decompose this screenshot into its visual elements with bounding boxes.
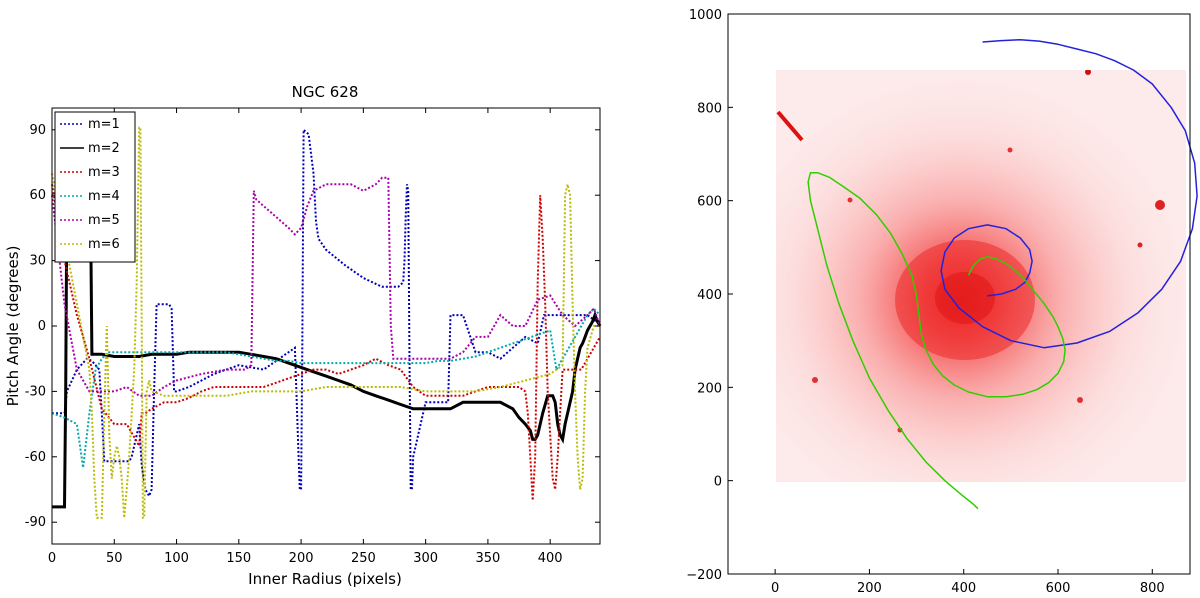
legend: m=1 m=2 m=3 m=4 m=5 m=6 — [54, 111, 136, 263]
series-line-m-3 — [51, 184, 601, 501]
x-tick-label: 800 — [1140, 581, 1165, 596]
y-tick-label: 0 — [714, 475, 722, 490]
x-tick-label: 300 — [413, 551, 438, 566]
galaxy-image-chart: 0 200 400 600 800 1000 800 600 400 200 0 −200 — [686, 8, 1198, 596]
spiral-arm-1 — [940, 38, 1198, 349]
x-tick-label: 50 — [106, 551, 123, 566]
legend-entry: m=6 — [88, 237, 120, 252]
x-tick-label: 400 — [951, 581, 976, 596]
y-tick-label: −200 — [686, 568, 722, 583]
y-tick-label: 400 — [697, 288, 722, 303]
chart-title: NGC 628 — [292, 83, 359, 101]
y-tick-label: 60 — [29, 188, 46, 203]
y-tick-label: 200 — [697, 381, 722, 396]
y-tick-label: 800 — [697, 101, 722, 116]
pitch-angle-chart: NGC 628 0 50 100 150 200 250 300 350 4009060300-… — [4, 83, 602, 588]
y-tick-label: 30 — [29, 254, 46, 269]
y-tick-label: 90 — [29, 123, 46, 138]
x-tick-label: 0 — [771, 581, 779, 596]
y-tick-label: 600 — [697, 195, 722, 210]
x-tick-label: 400 — [538, 551, 563, 566]
x-tick-label: 350 — [475, 551, 500, 566]
y-tick-label: 1000 — [689, 8, 722, 23]
x-tick-label: 200 — [857, 581, 882, 596]
spiral-arm-2 — [807, 171, 1066, 510]
spiral-arms — [807, 38, 1198, 510]
galaxy-image — [776, 70, 1186, 482]
legend-box — [54, 111, 136, 263]
tick-group: 0 200 400 600 800 1000 800 600 400 200 0 −200 — [686, 8, 1164, 596]
y-tick-label: -90 — [25, 515, 46, 530]
y-axis-label: Pitch Angle (degrees) — [4, 246, 22, 407]
series-line-m-6 — [51, 126, 600, 519]
series-line-m-1 — [52, 127, 600, 499]
series-group — [51, 126, 602, 519]
y-tick-label: -30 — [25, 384, 46, 399]
series-line-m-5 — [51, 176, 601, 397]
legend-entry: m=5 — [88, 213, 120, 228]
y-tick-label: 0 — [38, 319, 46, 334]
x-tick-label: 0 — [48, 551, 56, 566]
x-tick-label: 150 — [226, 551, 251, 566]
x-tick-label: 100 — [164, 551, 189, 566]
y-tick-label: -60 — [25, 450, 46, 465]
legend-entry: m=4 — [88, 189, 120, 204]
x-tick-label: 250 — [351, 551, 376, 566]
series-line-m-4 — [51, 307, 601, 468]
x-tick-label: 200 — [289, 551, 314, 566]
legend-entry: m=1 — [88, 117, 120, 132]
series-line-m-2 — [52, 151, 602, 509]
legend-entry: m=3 — [88, 165, 120, 180]
legend-entry: m=2 — [88, 141, 120, 156]
x-tick-label: 600 — [1046, 581, 1071, 596]
x-axis-label: Inner Radius (pixels) — [248, 570, 402, 588]
